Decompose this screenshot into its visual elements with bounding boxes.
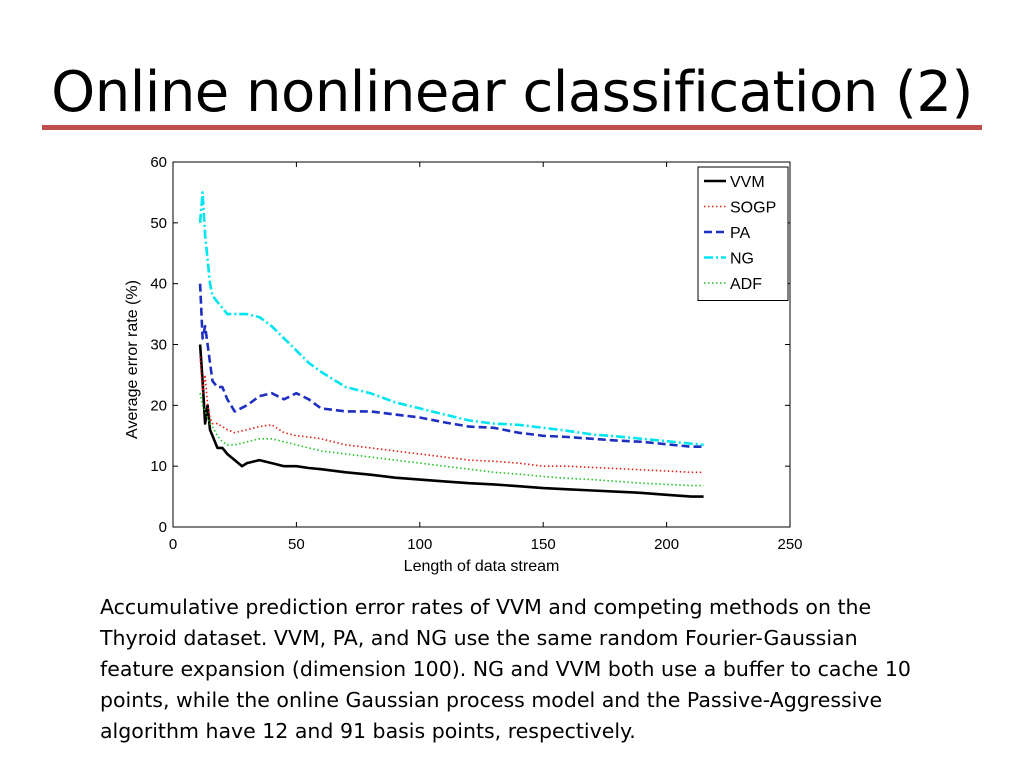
- legend-label: VVM: [730, 174, 765, 191]
- x-tick-label: 250: [777, 536, 802, 553]
- x-tick-label: 150: [531, 536, 556, 553]
- legend-label: PA: [730, 225, 750, 242]
- legend-label: NG: [730, 251, 754, 268]
- y-tick-label: 60: [150, 154, 167, 171]
- y-tick-label: 10: [150, 458, 167, 475]
- series-line-ng: [198, 191, 704, 447]
- y-tick-label: 0: [159, 519, 167, 536]
- caption-line: algorithm have 12 and 91 basis points, r…: [100, 719, 636, 743]
- caption-line: points, while the online Gaussian proces…: [100, 688, 883, 712]
- x-tick-label: 0: [169, 536, 177, 553]
- y-tick-label: 20: [150, 397, 167, 414]
- x-axis-label: Length of data stream: [404, 558, 560, 575]
- caption-line: feature expansion (dimension 100). NG an…: [100, 657, 911, 681]
- legend-box: [697, 166, 789, 301]
- legend-label: ADF: [730, 276, 762, 293]
- y-tick-label: 50: [150, 215, 167, 232]
- y-tick-label: 40: [150, 276, 167, 293]
- figure-caption: Accumulative prediction error rates of V…: [100, 592, 980, 747]
- slide-title: Online nonlinear classification (2): [51, 60, 973, 125]
- x-tick-label: 50: [288, 536, 305, 553]
- y-tick-label: 30: [150, 337, 167, 354]
- caption-line: Thyroid dataset. VVM, PA, and NG use the…: [100, 626, 858, 650]
- error-rate-chart: 0 50 100 150 200 250 0 10 20 30 40 50 60 Length of da…: [124, 154, 803, 575]
- series-line-pa: [198, 283, 704, 448]
- series-line-vvm: [198, 344, 704, 498]
- title-divider: [42, 125, 982, 130]
- x-tick-label: 200: [654, 536, 679, 553]
- caption-line: Accumulative prediction error rates of V…: [100, 595, 872, 619]
- legend-label: SOGP: [730, 200, 776, 217]
- x-tick-label: 100: [407, 536, 432, 553]
- plot-frame: [172, 161, 791, 528]
- series-line-adf: [199, 393, 704, 487]
- y-axis-label: Average error rate (%): [124, 280, 141, 439]
- series-line-sogp: [199, 356, 704, 474]
